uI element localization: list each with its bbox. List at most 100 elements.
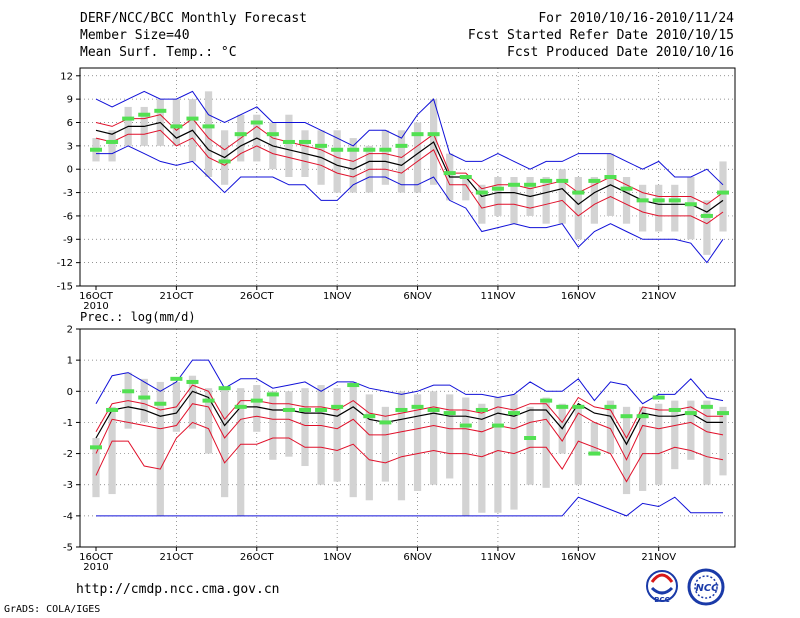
observed-marker	[652, 395, 665, 400]
y-tick-label: -3	[63, 188, 73, 199]
ensemble-box	[542, 177, 550, 224]
ensemble-box	[397, 130, 406, 193]
y-tick-label: -15	[57, 282, 73, 293]
x-tick-label: 26OCT	[240, 291, 275, 302]
source-url[interactable]: http://cmdp.ncc.cma.gov.cn	[76, 582, 280, 597]
observed-marker	[524, 182, 537, 187]
forecast-period: For 2010/10/16-2010/11/24	[538, 11, 734, 26]
observed-marker	[331, 147, 344, 152]
ensemble-box	[574, 177, 582, 240]
x-tick-label: 21OCT	[160, 291, 195, 302]
observed-marker	[668, 407, 681, 412]
fcst-produced-date: Fcst Produced Date 2010/10/16	[507, 45, 734, 60]
ensemble-box	[446, 394, 454, 479]
observed-marker	[459, 423, 472, 428]
ensemble-box	[413, 394, 422, 491]
ensemble-box	[188, 375, 197, 429]
ensemble-box	[655, 403, 663, 485]
observed-marker	[604, 175, 617, 179]
min-line	[96, 145, 724, 264]
x-tick-label: 21NOV	[641, 291, 676, 302]
observed-marker	[572, 404, 585, 409]
x-tick-label: 16NOV	[561, 291, 596, 302]
ensemble-box	[574, 406, 582, 485]
observed-marker	[491, 186, 504, 191]
precip-label: Prec.: log(mm/d)	[80, 310, 196, 324]
header-right: For 2010/10/16-2010/11/24 Fcst Started Re…	[468, 10, 734, 61]
ensemble-box	[671, 184, 679, 232]
observed-marker	[218, 386, 231, 391]
observed-marker	[315, 407, 328, 412]
observed-marker	[154, 108, 167, 113]
y-tick-label: -9	[63, 235, 73, 246]
observed-marker	[234, 404, 247, 409]
ensemble-box	[703, 400, 711, 485]
plot-frame	[79, 328, 736, 548]
observed-marker	[508, 182, 520, 187]
observed-marker	[411, 404, 424, 409]
lower-spread-line	[95, 129, 724, 225]
observed-marker	[266, 392, 279, 397]
y-tick-label: -2	[63, 449, 73, 460]
observed-marker	[106, 407, 119, 412]
observed-marker	[620, 414, 633, 419]
ensemble-box	[301, 388, 309, 467]
y-tick-label: 2	[67, 325, 73, 336]
header-left: DERF/NCC/BCC Monthly Forecast Member Size…	[80, 10, 307, 61]
observed-marker	[106, 139, 119, 144]
observed-marker	[620, 186, 633, 191]
observed-marker	[299, 407, 311, 412]
ensemble-box	[510, 394, 518, 510]
x-tick-label: 6NOV	[403, 552, 432, 563]
observed-marker	[122, 389, 135, 394]
x-tick-label: 26OCT	[240, 552, 275, 563]
observed-marker	[443, 411, 456, 416]
observed-marker	[154, 401, 167, 406]
x-tick-label: 11NOV	[481, 552, 516, 563]
x-tick-label: 16NOV	[561, 552, 596, 563]
observed-marker	[475, 190, 488, 195]
ensemble-box	[558, 169, 566, 224]
observed-marker	[379, 147, 392, 152]
observed-marker	[363, 147, 376, 152]
observed-marker	[427, 407, 440, 412]
observed-marker	[363, 414, 376, 419]
observed-marker	[475, 407, 488, 412]
ensemble-box	[317, 385, 325, 485]
max-line	[95, 90, 724, 186]
observed-marker	[315, 143, 328, 148]
observed-marker	[282, 407, 295, 412]
ensemble-box	[606, 400, 615, 454]
ensemble-box	[349, 381, 357, 498]
observed-marker	[427, 132, 440, 137]
observed-marker	[218, 159, 231, 164]
ensemble-box	[590, 177, 599, 224]
observed-marker	[395, 407, 408, 412]
observed-marker	[636, 414, 649, 419]
observed-marker	[524, 436, 537, 440]
x-tick-year: 2010	[83, 301, 108, 312]
ensemble-box	[510, 177, 518, 224]
observed-marker	[186, 116, 199, 121]
y-tick-label: -5	[63, 543, 73, 554]
observed-marker	[556, 404, 569, 409]
y-tick-label: -1	[63, 418, 73, 429]
ensemble-box	[220, 388, 229, 498]
ensemble-box	[365, 394, 373, 501]
fcst-started-date: Fcst Started Refer Date 2010/10/15	[467, 28, 734, 43]
observed-marker	[138, 395, 151, 400]
ensemble-box	[333, 130, 341, 193]
ensemble-box	[333, 388, 341, 482]
y-tick-label: -6	[63, 211, 73, 222]
ensemble-box	[381, 406, 390, 482]
ensemble-box	[622, 177, 631, 224]
ensemble-box	[413, 122, 422, 193]
ensemble-box	[140, 378, 148, 423]
ensemble-box	[478, 184, 486, 224]
observed-marker	[90, 147, 102, 152]
ensemble-box	[462, 397, 470, 516]
ensemble-box	[204, 91, 213, 177]
observed-marker	[299, 139, 311, 144]
observed-marker	[717, 411, 729, 416]
ensemble-box	[542, 397, 550, 488]
